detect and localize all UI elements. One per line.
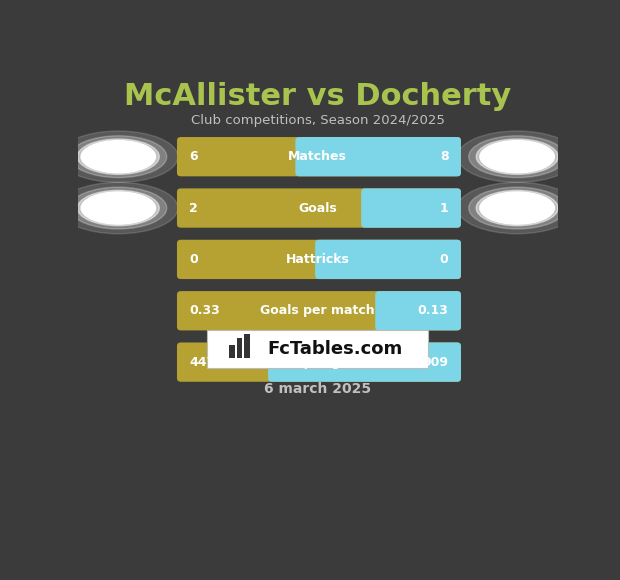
Text: McAllister vs Docherty: McAllister vs Docherty — [124, 82, 512, 111]
Ellipse shape — [476, 190, 558, 226]
FancyBboxPatch shape — [207, 330, 428, 368]
Ellipse shape — [480, 140, 554, 173]
Bar — [237, 338, 242, 358]
Text: 1: 1 — [440, 201, 448, 215]
Text: Goals: Goals — [298, 201, 337, 215]
FancyBboxPatch shape — [177, 240, 461, 279]
Ellipse shape — [81, 140, 156, 173]
Text: 8: 8 — [440, 150, 448, 163]
Text: 0.33: 0.33 — [190, 304, 220, 317]
Ellipse shape — [70, 136, 167, 177]
Text: 909: 909 — [422, 356, 448, 369]
Text: Club competitions, Season 2024/2025: Club competitions, Season 2024/2025 — [191, 114, 445, 128]
FancyBboxPatch shape — [375, 291, 461, 331]
Text: 0.13: 0.13 — [418, 304, 448, 317]
Text: Min per goal: Min per goal — [274, 356, 361, 369]
FancyBboxPatch shape — [177, 342, 461, 382]
Text: 2: 2 — [190, 201, 198, 215]
Ellipse shape — [59, 131, 178, 183]
Bar — [244, 334, 250, 358]
Ellipse shape — [59, 182, 178, 234]
Text: Hattricks: Hattricks — [286, 253, 350, 266]
Bar — [319, 244, 331, 276]
Bar — [229, 345, 234, 358]
Text: 6: 6 — [190, 150, 198, 163]
Bar — [379, 295, 391, 327]
Ellipse shape — [458, 131, 577, 183]
Text: 0: 0 — [190, 253, 198, 266]
Ellipse shape — [78, 139, 159, 175]
Text: FcTables.com: FcTables.com — [268, 340, 403, 358]
Bar — [365, 192, 377, 224]
Text: 447: 447 — [190, 356, 216, 369]
FancyBboxPatch shape — [361, 188, 461, 228]
FancyBboxPatch shape — [295, 137, 461, 176]
FancyBboxPatch shape — [315, 240, 461, 279]
Ellipse shape — [480, 192, 554, 224]
Text: 0: 0 — [440, 253, 448, 266]
Text: Matches: Matches — [288, 150, 347, 163]
Ellipse shape — [458, 182, 577, 234]
Ellipse shape — [70, 187, 167, 229]
Text: 6 march 2025: 6 march 2025 — [264, 382, 371, 396]
Ellipse shape — [469, 136, 565, 177]
Ellipse shape — [81, 192, 156, 224]
FancyBboxPatch shape — [177, 137, 461, 176]
Ellipse shape — [78, 190, 159, 226]
Ellipse shape — [476, 139, 558, 175]
FancyBboxPatch shape — [268, 342, 461, 382]
Bar — [272, 346, 284, 378]
FancyBboxPatch shape — [177, 188, 461, 228]
Text: Goals per match: Goals per match — [260, 304, 375, 317]
FancyBboxPatch shape — [177, 291, 461, 331]
Ellipse shape — [469, 187, 565, 229]
Bar — [299, 140, 311, 173]
